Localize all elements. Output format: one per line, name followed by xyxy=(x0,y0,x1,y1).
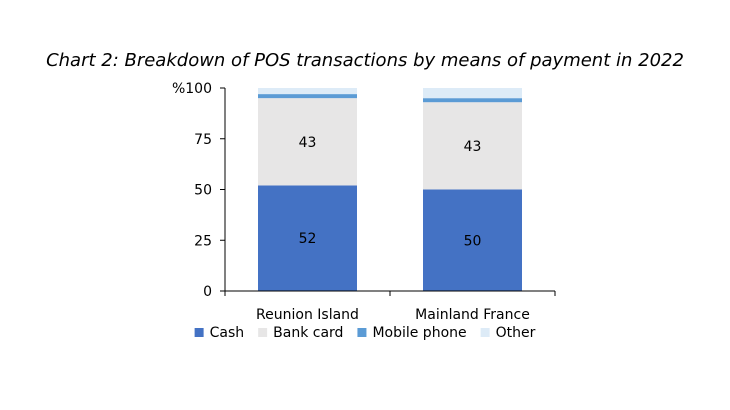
y-tick-label: %100 xyxy=(172,81,212,97)
legend-item-mobile-phone: Mobile phone xyxy=(357,325,467,341)
data-label: 50 xyxy=(464,233,482,249)
legend-label: Cash xyxy=(210,325,245,341)
bar-segment-cash xyxy=(423,189,522,291)
legend-item-other: Other xyxy=(480,325,536,341)
bar-segment-mobile-phone xyxy=(423,98,522,103)
legend-swatch xyxy=(357,328,367,337)
legend-label: Mobile phone xyxy=(372,325,466,341)
y-tick-label: 25 xyxy=(194,233,212,249)
chart-title: Chart 2: Breakdown of POS transactions b… xyxy=(46,50,684,71)
legend-label: Other xyxy=(496,325,536,341)
bar-segment-bank-card xyxy=(423,102,522,190)
data-label: 43 xyxy=(299,135,317,151)
legend-item-bank-card: Bank card xyxy=(258,325,343,341)
legend-label: Bank card xyxy=(273,325,343,341)
data-label: 52 xyxy=(299,231,317,247)
bar-segment-other xyxy=(258,88,357,95)
x-axis: Reunion Island Mainland France xyxy=(224,290,556,323)
bar-segment-other xyxy=(423,88,522,99)
data-label: 43 xyxy=(464,139,482,155)
legend-swatch xyxy=(194,328,204,337)
legend-item-cash: Cash xyxy=(194,325,245,341)
bar-segment-cash xyxy=(258,185,357,291)
y-axis: 0 25 50 75 %100 xyxy=(172,81,226,300)
legend: Cash Bank card Mobile phone Other xyxy=(194,325,536,341)
x-tick-label: Reunion Island xyxy=(256,307,359,323)
x-tick-label: Mainland France xyxy=(415,307,530,323)
bars: 52 43 50 43 xyxy=(258,88,522,291)
y-tick-label: 50 xyxy=(194,183,212,199)
y-tick-label: 0 xyxy=(203,284,212,300)
y-tick-label: 75 xyxy=(194,132,212,148)
legend-swatch xyxy=(480,328,490,337)
legend-swatch xyxy=(258,328,268,337)
bar-segment-mobile-phone xyxy=(258,94,357,99)
bar-segment-bank-card xyxy=(258,98,357,186)
